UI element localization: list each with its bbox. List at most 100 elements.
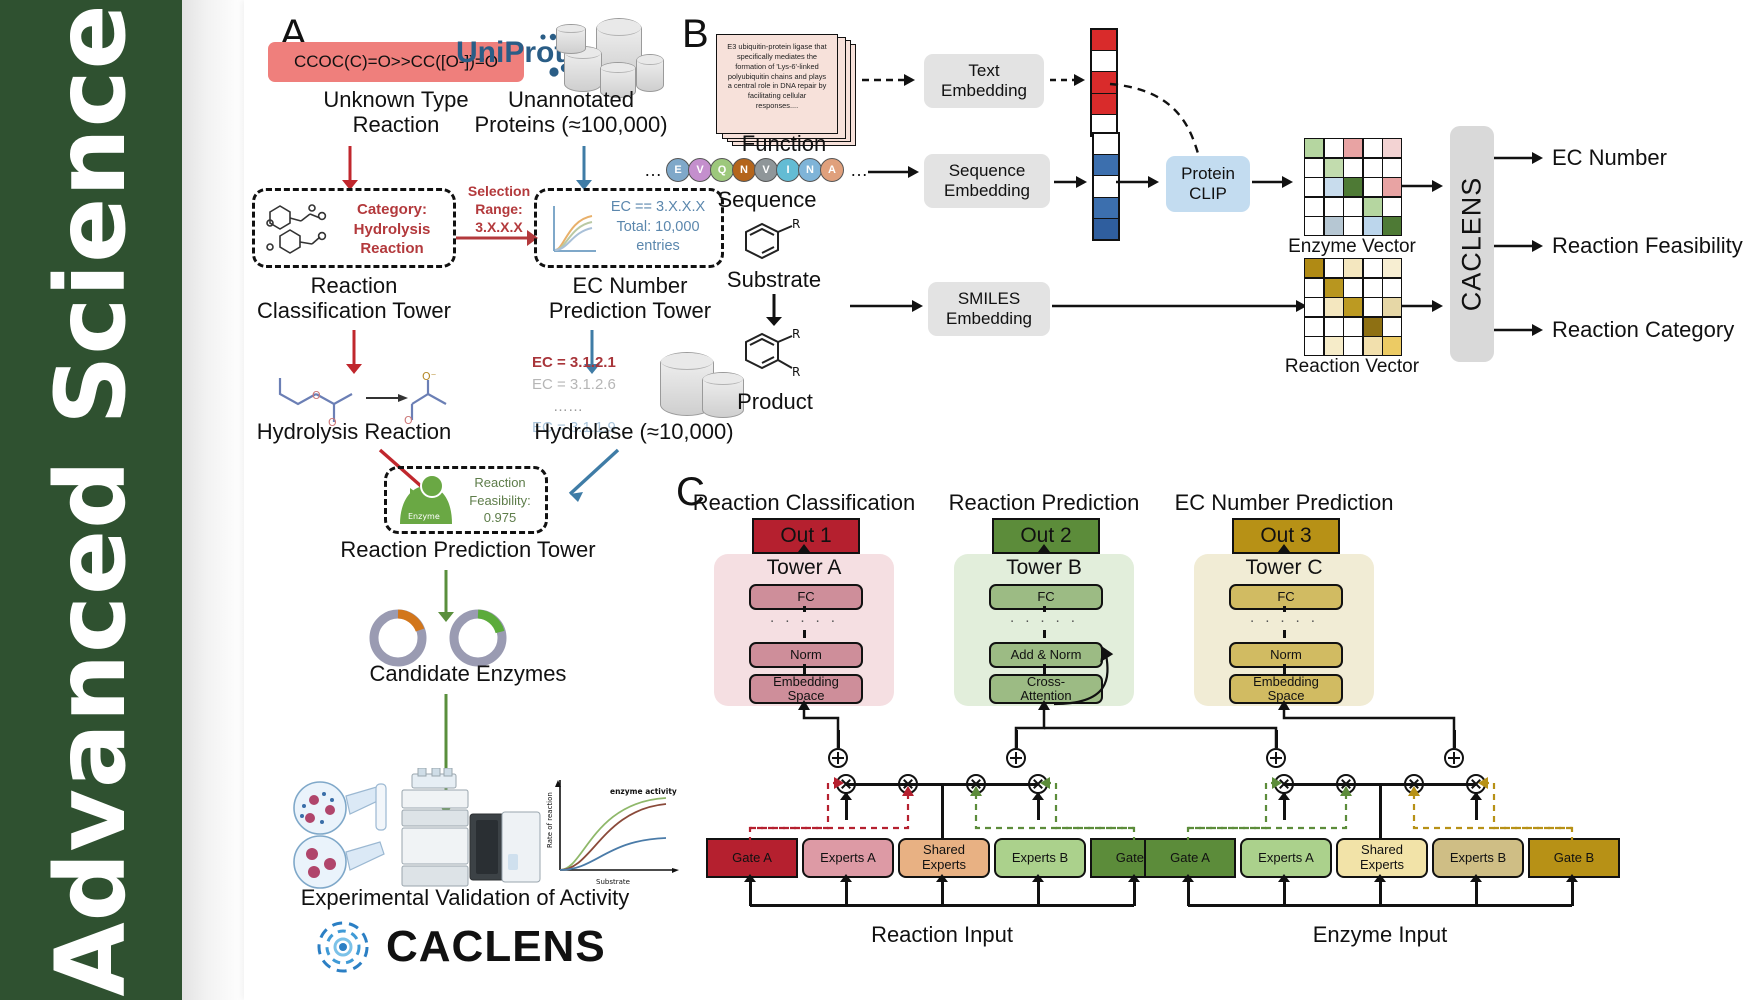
reaction-vector-cell-20 — [1305, 337, 1323, 355]
reaction-vector-cell-23 — [1363, 337, 1382, 355]
tower-block-mid-2: Norm — [1229, 642, 1343, 668]
sequence-vector-cell-4 — [1094, 218, 1118, 240]
enzyme-input-arrowhead-2 — [1374, 874, 1386, 882]
reaction-vector-cell-3 — [1363, 259, 1382, 277]
enzyme-vector-cell-6 — [1324, 158, 1343, 177]
enzyme-vector-cell-9 — [1383, 158, 1401, 177]
text-embedding-vector — [1090, 28, 1118, 137]
svg-text:O: O — [328, 416, 337, 429]
ec-number-box-text: EC == 3.X.X.X Total: 10,000 entries — [610, 199, 706, 255]
label-reaction-prediction-tower: Reaction Prediction Tower — [340, 537, 596, 562]
svg-text:O: O — [404, 414, 413, 427]
arrow-smiles-to-reaction-vector — [1052, 300, 1307, 312]
tower-block-bottom-2: Embedding Space — [1229, 674, 1343, 704]
tower-dots-0: · · · · · — [769, 612, 839, 629]
enzyme-add-op-2 — [1444, 748, 1464, 768]
arrow-out-reaction-feasibility — [1494, 240, 1543, 252]
reaction-shared-riser — [940, 784, 944, 838]
enzyme-vector-cell-22 — [1344, 217, 1362, 235]
svg-text:R: R — [792, 365, 800, 379]
ec-list-item-0: EC = 3.1.2.1 — [532, 354, 616, 371]
arrow-tower-to-out-head-0 — [798, 544, 810, 552]
tower-arrow-b-2 — [1282, 630, 1286, 638]
text-vector-cell-4 — [1092, 114, 1116, 136]
arrow-down-red-1 — [340, 146, 360, 190]
reaction-add-op-2 — [1006, 748, 1026, 768]
reaction-vector-cell-2 — [1344, 259, 1362, 277]
enzyme-icon-caption: Enzyme — [408, 512, 440, 521]
tower-arrow-c-2 — [1282, 664, 1286, 674]
sequence-vector-cell-2 — [1094, 176, 1118, 198]
arrow-down-blue-2 — [582, 330, 602, 374]
reaction-input-arrowhead-4 — [1128, 874, 1140, 882]
enzyme-vector-cell-0 — [1305, 139, 1323, 157]
arrow-to-smiles-embedding — [850, 300, 923, 312]
sequence-residue-n-3: N — [732, 158, 756, 182]
tower-block-fc-0: FC — [749, 584, 863, 610]
sequence-residue-v-4: V — [754, 158, 778, 182]
label-product: Product — [737, 389, 813, 414]
ec-candidate-list: EC = 3.1.2.1 EC = 3.1.2.6 …… EC = 3.1.1.… — [532, 352, 672, 439]
enzyme-vector-cell-15 — [1305, 197, 1323, 216]
enzyme-vector-cell-18 — [1363, 197, 1382, 216]
enzyme-add-op-1 — [1266, 748, 1286, 768]
reaction-vector-cell-16 — [1324, 317, 1343, 336]
svg-text:O⁻: O⁻ — [422, 370, 437, 383]
reaction-vector-cell-14 — [1383, 298, 1401, 316]
figure-canvas: A CCOC(C)=O>>CC([O-])=O UniProt Unknown … — [244, 0, 1760, 1000]
label-experimental-validation: Experimental Validation of Activity — [300, 885, 630, 910]
reaction-vector-cell-7 — [1344, 278, 1362, 297]
protein-clip-box: Protein CLIP — [1166, 156, 1250, 212]
reaction-expert-gate-a: Gate A — [706, 838, 798, 878]
ec-number-box — [534, 188, 724, 268]
enzyme-vector-cell-4 — [1383, 139, 1401, 157]
label-enzyme-vector: Enzyme Vector — [1288, 236, 1416, 257]
ec-curve-icon — [553, 206, 596, 252]
enzyme-vector-grid — [1304, 138, 1402, 236]
enzyme-input-riser-2 — [1378, 882, 1382, 906]
sequence-vector-cell-3 — [1094, 197, 1118, 219]
label-substrate: Substrate — [726, 267, 822, 292]
enzyme-input-riser-3 — [1474, 882, 1478, 906]
enzyme-vector-cell-13 — [1363, 178, 1382, 196]
reaction-vector-cell-1 — [1324, 259, 1343, 277]
text-vector-cell-1 — [1092, 51, 1116, 73]
reaction-vector-cell-6 — [1324, 278, 1343, 297]
reaction-category-text: Category: Hydrolysis Reaction — [353, 201, 431, 257]
arrow-dashed-to-text-embedding — [862, 74, 915, 86]
enzyme-expert-shared-experts: Shared Experts — [1336, 838, 1428, 878]
reaction-input-riser-2 — [940, 882, 944, 906]
sequence-right-ellipsis: … — [850, 160, 868, 180]
sequence-embedding-vector — [1092, 132, 1120, 241]
hydrolysis-molecule-icon: O O O⁻ O — [278, 370, 447, 429]
label-sequence: Sequence — [717, 187, 817, 212]
sequence-residue-n-6: N — [798, 158, 822, 182]
svg-text:Rate of reaction: Rate of reaction — [546, 792, 554, 848]
enzyme-vector-cell-12 — [1344, 178, 1362, 196]
reaction-vector-cell-22 — [1344, 337, 1362, 355]
enzyme-vector-cell-23 — [1363, 217, 1382, 235]
reaction-vector-cell-13 — [1363, 298, 1382, 316]
reaction-vector-cell-11 — [1324, 298, 1343, 316]
output-ec-number: EC Number — [1552, 145, 1667, 170]
caclens-logo-icon — [317, 921, 369, 973]
petri-dish-icon — [293, 781, 387, 889]
reaction-vector-grid — [1304, 258, 1402, 356]
enzyme-vector-cell-14 — [1383, 178, 1401, 196]
reaction-vector-cell-24 — [1383, 337, 1401, 355]
enzyme-vector-cell-19 — [1383, 197, 1401, 216]
arrow-out-ec-number — [1494, 152, 1543, 164]
label-unannotated-proteins: Unannotated Proteins (≈100,000) — [474, 87, 668, 137]
arrow-down-blue-1 — [574, 146, 594, 190]
reaction-input-riser-4 — [1132, 882, 1136, 906]
text-vector-cell-3 — [1092, 93, 1116, 115]
candidate-plasmid-icon — [369, 609, 507, 667]
reaction-input-arrowhead-3 — [1032, 874, 1044, 882]
enzyme-activity-plot: enzyme activity Substrate Rate of reacti… — [546, 780, 679, 886]
reaction-input-bus — [750, 904, 1134, 907]
page-gutter-shadow — [182, 0, 244, 1000]
reaction-input-arrowhead-1 — [840, 874, 852, 882]
arrow-to-sequence-embedding — [868, 166, 919, 178]
enzyme-vector-cell-20 — [1305, 217, 1323, 235]
